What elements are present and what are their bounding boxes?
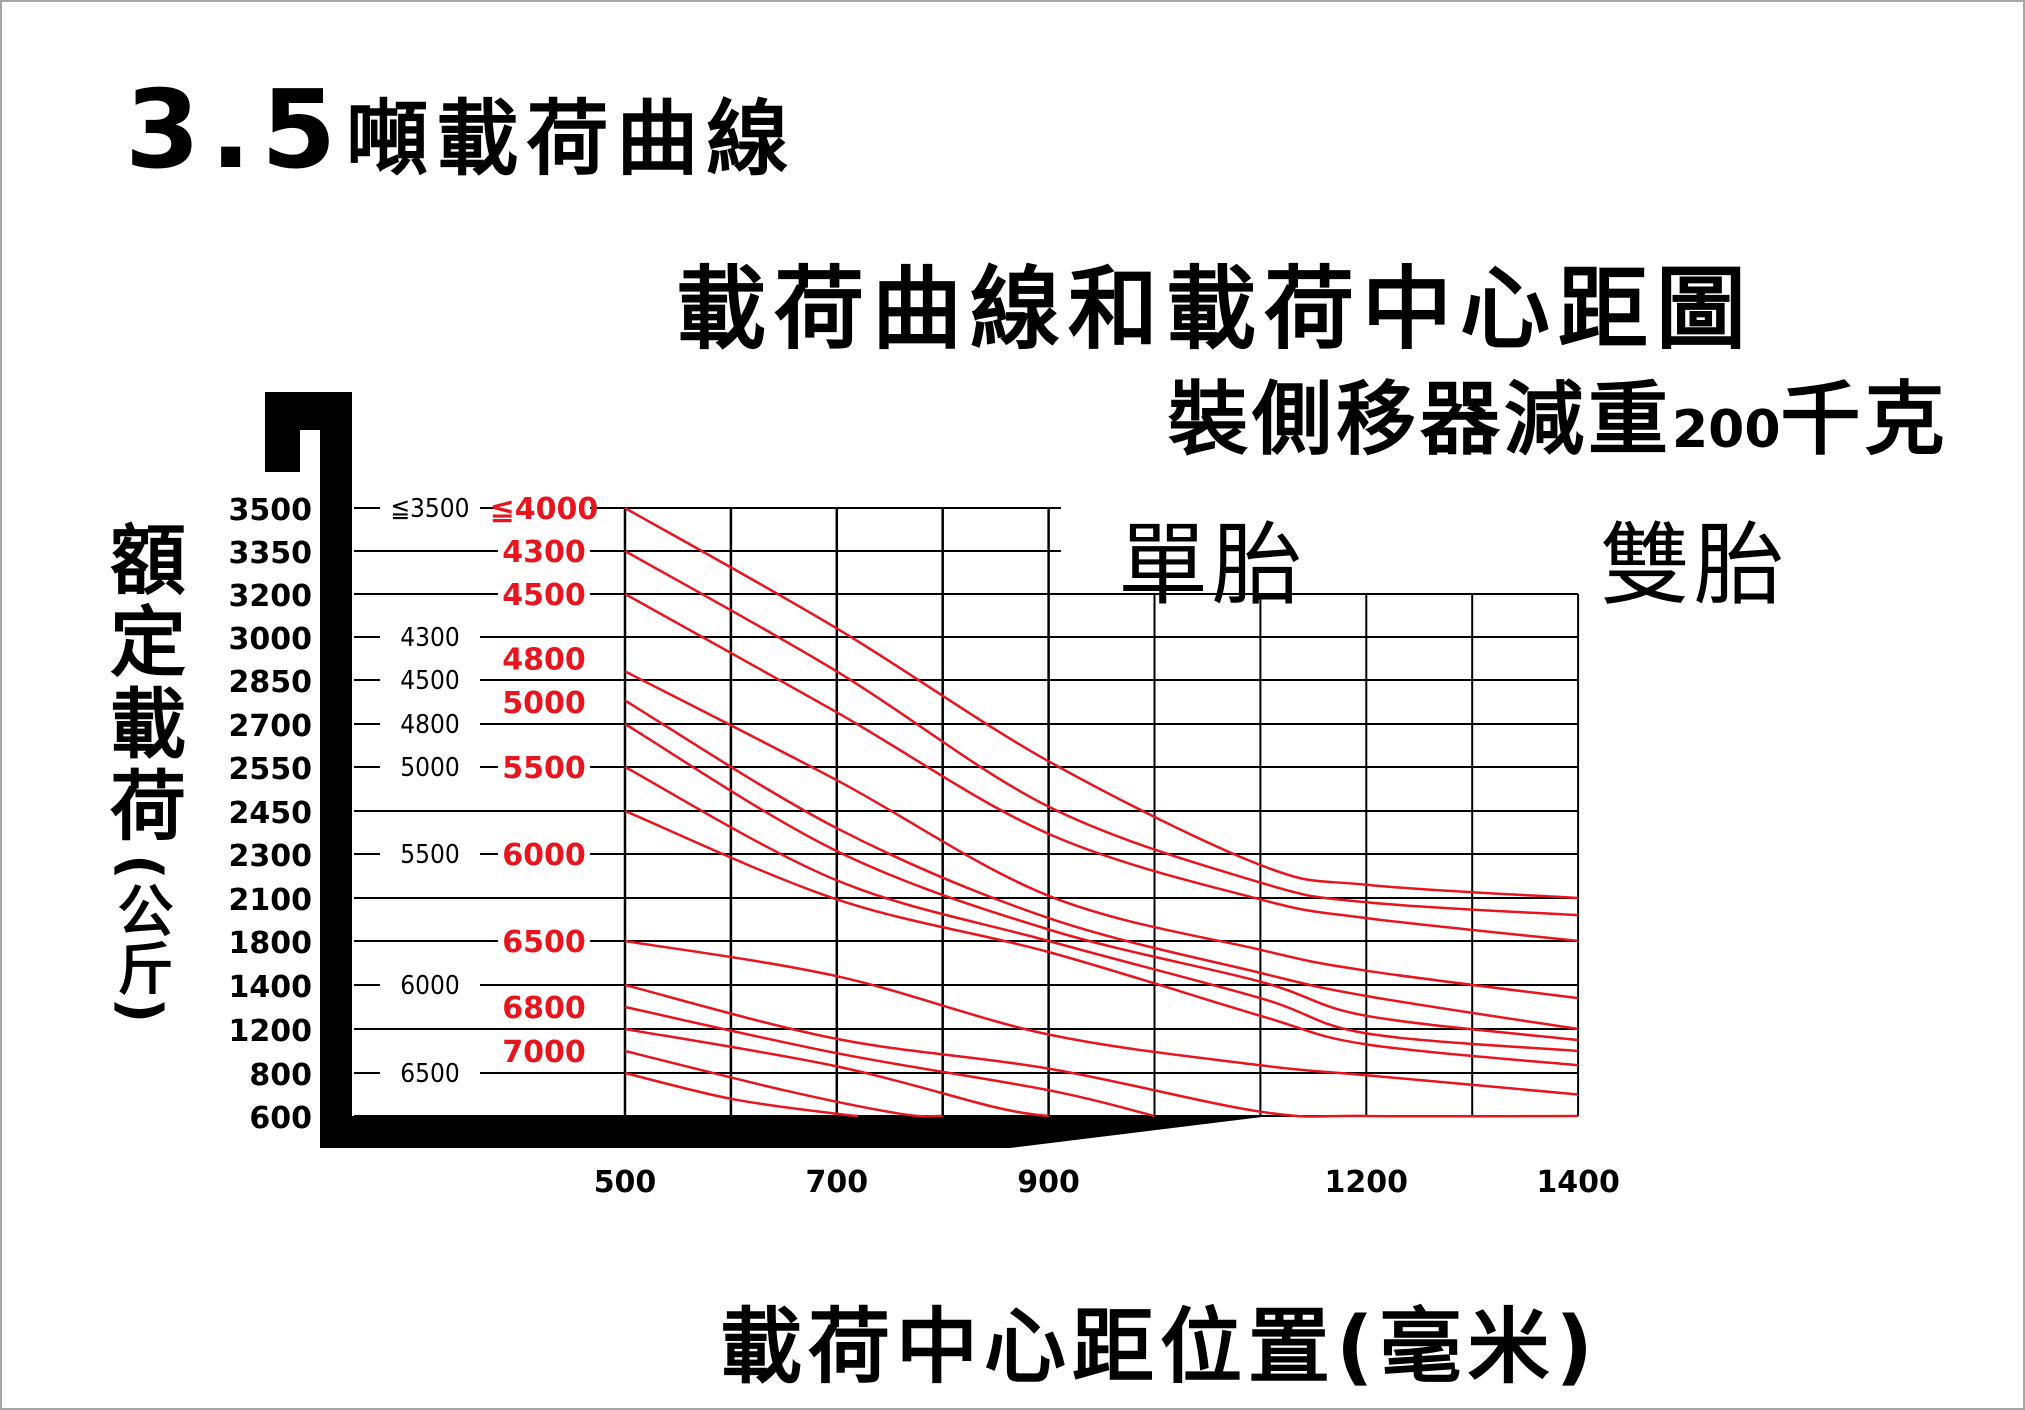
y-tick-label: 1400 <box>229 970 313 1005</box>
axis-bar <box>265 392 1270 1148</box>
x-tick-label: 500 <box>594 1165 657 1200</box>
note-prefix: 裝側移器減重 <box>1168 373 1672 466</box>
note-suffix: 千克 <box>1780 373 1949 466</box>
x-axis-label: 載荷中心距位置(毫米) <box>720 1300 1599 1395</box>
y-tick-label: 1800 <box>229 926 313 961</box>
mast-label-bg <box>498 490 590 526</box>
mast-label-bg <box>498 576 590 612</box>
dual-mast-label: ≦4000 <box>490 492 599 527</box>
mast-label-bg <box>380 621 480 653</box>
y-tick-label: 800 <box>249 1058 312 1093</box>
dual-mast-label: 4500 <box>502 578 586 613</box>
mast-label-bg <box>380 838 480 870</box>
load-curve <box>624 670 1579 1000</box>
load-curve <box>624 722 1579 1042</box>
mast-label-bg <box>380 969 480 1001</box>
y-axis-label: 額定載荷 (公斤) <box>97 520 186 1026</box>
load-curve <box>624 592 1579 943</box>
load-curve <box>624 1049 943 1118</box>
load-curve <box>624 765 1579 1053</box>
y-tick-label: 1200 <box>229 1014 313 1049</box>
dual-mast-label: 4800 <box>502 643 586 678</box>
y-tick-label: 3000 <box>229 622 313 657</box>
y-tick-labels: 3500 3350 3200 3000 2850 2700 2550 2450 2300 2100… <box>229 493 313 1136</box>
mast-label-bg <box>498 533 590 569</box>
y-axis-bar <box>320 430 352 1148</box>
dual-mast-label: 6500 <box>502 925 586 960</box>
mast-label-bg <box>498 989 590 1025</box>
single-mast-label: 5500 <box>400 840 460 870</box>
dual-tire-label: 雙胎 <box>1600 513 1788 618</box>
y-tick-label: 2450 <box>229 796 313 831</box>
load-curve <box>624 939 1579 1096</box>
dual-mast-label: 4300 <box>502 535 586 570</box>
x-tick-label: 1200 <box>1325 1165 1409 1200</box>
y-tick-label: 2100 <box>229 883 313 918</box>
dual-mast-label: 6000 <box>502 838 586 873</box>
single-tire-label: 單胎 <box>1118 513 1306 618</box>
note-number: 200 <box>1672 400 1781 460</box>
chart-grid <box>354 507 1580 1117</box>
y-tick-label: 600 <box>249 1101 312 1136</box>
mast-label-bg <box>498 640 590 677</box>
mast-label-bg <box>498 836 590 872</box>
mast-label-bg <box>498 684 590 720</box>
single-mast-label: 5000 <box>400 753 460 783</box>
load-curve <box>624 1005 1155 1118</box>
mast-label-bg <box>380 1057 480 1089</box>
chart-subtitle: 載荷曲線和載荷中心距圖 <box>676 257 1754 362</box>
axis-hook-side <box>265 392 300 472</box>
x-tick-labels: 500 700 900 1200 1400 <box>594 1165 1620 1200</box>
single-mast-label: 4500 <box>400 666 460 696</box>
load-curve <box>624 1027 1049 1118</box>
y-axis-label-main: 額定載荷 <box>97 520 186 848</box>
y-tick-label: 2700 <box>229 709 313 744</box>
mast-label-bg <box>380 708 480 740</box>
x-tick-label: 900 <box>1017 1165 1080 1200</box>
dual-mast-label: 6800 <box>502 991 586 1026</box>
mast-label-bg <box>380 492 480 524</box>
load-curve <box>624 809 1579 1067</box>
mast-label-bg <box>498 1033 590 1069</box>
mast-label-bg <box>380 751 480 783</box>
load-curve <box>624 983 1579 1118</box>
load-curve <box>624 506 1579 900</box>
y-tick-label: 3200 <box>229 579 313 614</box>
single-mast-label: 4800 <box>400 710 460 740</box>
x-axis-taper <box>1010 1116 1270 1148</box>
y-tick-label: 3500 <box>229 493 313 528</box>
x-tick-label: 700 <box>805 1165 868 1200</box>
single-mast-label: 6500 <box>400 1059 460 1089</box>
title-number: 3.5 <box>125 68 347 193</box>
single-mast-label: 6000 <box>400 971 460 1001</box>
y-tick-label: 3350 <box>229 536 313 571</box>
y-tick-label: 2550 <box>229 752 313 787</box>
mast-label-bg <box>498 923 590 959</box>
y-axis-label-unit: (公斤) <box>108 854 173 1026</box>
dual-mast-label: 5500 <box>502 751 586 786</box>
dual-tire-mast-labels: ≦4000 4300 4500 4800 5000 5500 6000 6500 6800 700… <box>490 490 599 1070</box>
page-title: 3.5噸載荷曲線 <box>125 68 796 193</box>
x-axis-bar <box>320 1116 1010 1148</box>
y-tick-label: 2300 <box>229 839 313 874</box>
x-tick-label: 1400 <box>1536 1165 1620 1200</box>
load-curve <box>624 699 1579 1031</box>
mast-label-bg <box>380 664 480 696</box>
sideshift-note: 裝側移器減重200千克 <box>1168 355 1949 471</box>
dual-mast-label: 5000 <box>502 686 586 721</box>
single-mast-label: 4300 <box>400 623 460 653</box>
single-mast-label: ≦3500 <box>390 494 469 524</box>
single-tire-mast-labels: ≦3500 4300 4500 4800 5000 5500 6000 6500 <box>380 492 480 1089</box>
y-tick-label: 2850 <box>229 665 313 700</box>
dual-mast-label: 7000 <box>502 1035 586 1070</box>
load-curve <box>624 549 1579 917</box>
load-curve <box>624 1071 859 1118</box>
title-text: 噸載荷曲線 <box>346 92 797 187</box>
load-curves <box>624 506 1579 1118</box>
mast-label-bg <box>498 749 590 785</box>
